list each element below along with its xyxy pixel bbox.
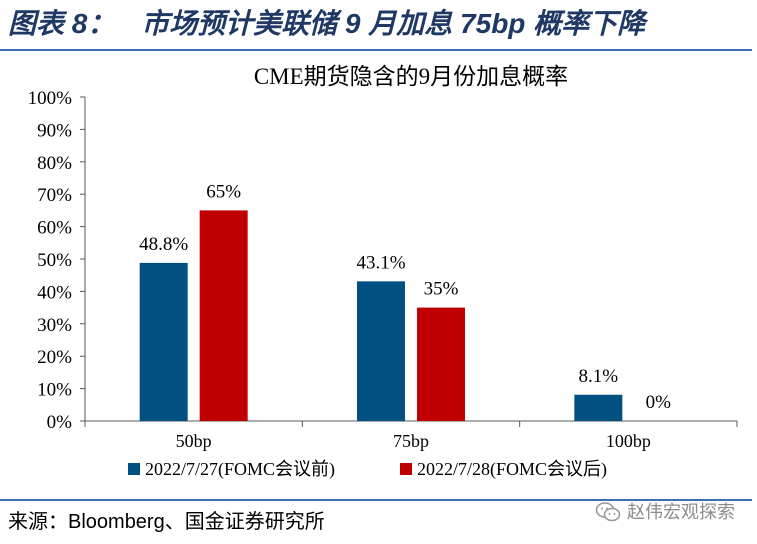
x-category-label-50bp: 50bp <box>176 431 212 451</box>
bar-series-1: 48.8% 43.1% 8.1% <box>139 234 623 421</box>
footer-divider <box>0 499 752 501</box>
bar-75bp-series-2 <box>417 307 465 421</box>
source-note: 来源：Bloomberg、国金证券研究所 <box>8 511 325 533</box>
y-tick-label: 10% <box>37 380 72 401</box>
legend-swatch-series-2 <box>400 462 412 475</box>
bar-75bp-series-1 <box>357 281 405 421</box>
data-label-100bp-series-2: 0% <box>646 392 672 413</box>
bar-100bp-series-1 <box>574 394 623 421</box>
data-label-50bp-series-2: 65% <box>206 181 241 202</box>
legend-item-series-2: 2022/7/28(FOMC会议后) <box>400 457 607 481</box>
y-tick-label: 100% <box>28 88 73 109</box>
watermark: 赵伟宏观探索 <box>595 499 735 525</box>
y-tick-label: 80% <box>37 153 72 174</box>
data-label-75bp-series-2: 35% <box>424 279 459 300</box>
legend-swatch-series-1 <box>128 462 140 475</box>
wechat-icon <box>595 501 621 523</box>
figure-title: 市场预计美联储 9 月加息 75bp 概率下降 <box>141 8 646 39</box>
legend-item-series-1: 2022/7/27(FOMC会议前) <box>128 457 335 481</box>
y-tick-label: 0% <box>47 412 73 433</box>
data-label-100bp-series-1: 8.1% <box>579 366 619 387</box>
bar-chart: CME期货隐含的9月份加息概率 0% 10% 20% 30% 40% 50% 60% 70% 8… <box>28 64 738 451</box>
x-category-label-100bp: 100bp <box>606 431 651 451</box>
figure-header: 图表 8： 市场预计美联储 9 月加息 75bp 概率下降 <box>8 4 748 44</box>
y-tick-label: 60% <box>37 218 72 239</box>
data-label-50bp-series-1: 48.8% <box>139 234 188 255</box>
figure-number-label: 图表 8： <box>8 8 116 39</box>
data-label-75bp-series-1: 43.1% <box>356 252 405 273</box>
y-tick-label: 90% <box>37 120 72 141</box>
y-tick-label: 40% <box>37 282 72 303</box>
y-tick-label: 70% <box>37 185 72 206</box>
header-divider <box>0 49 752 51</box>
x-category-label-75bp: 75bp <box>393 431 429 451</box>
y-tick-label: 50% <box>37 250 72 271</box>
chart-axes: 0% 10% 20% 30% 40% 50% 60% 70% 80% 90% 100% 50bp 75b… <box>28 88 738 451</box>
y-tick-label: 30% <box>37 315 72 336</box>
legend-label-series-1: 2022/7/27(FOMC会议前) <box>145 459 336 479</box>
bars: 48.8% 43.1% 8.1% 65% 35% 0% <box>139 181 671 421</box>
chart-title: CME期货隐含的9月份加息概率 <box>254 64 568 89</box>
bar-50bp-series-1 <box>139 262 188 421</box>
bar-50bp-series-2 <box>199 210 248 421</box>
watermark-text: 赵伟宏观探索 <box>627 502 735 522</box>
y-tick-label: 20% <box>37 347 72 368</box>
bar-series-2: 65% 35% 0% <box>199 181 672 421</box>
legend-label-series-2: 2022/7/28(FOMC会议后) <box>417 459 608 479</box>
chart-legend: 2022/7/27(FOMC会议前) 2022/7/28(FOMC会议后) <box>0 457 757 481</box>
